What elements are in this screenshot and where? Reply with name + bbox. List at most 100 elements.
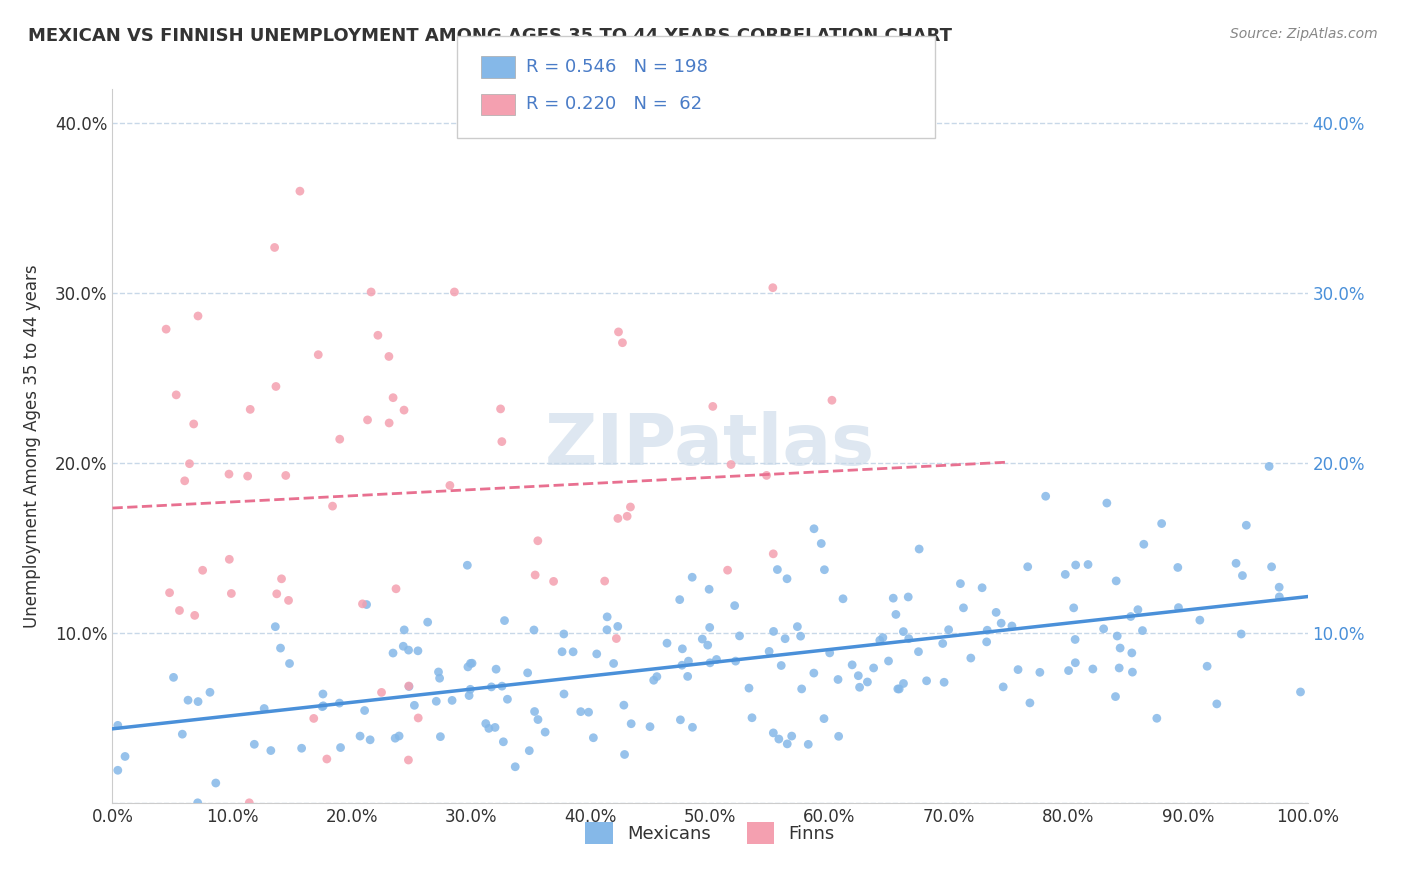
- Point: [827, 673, 849, 687]
- Point: [848, 680, 870, 694]
- Point: [1188, 613, 1211, 627]
- Point: [638, 720, 661, 734]
- Point: [993, 680, 1015, 694]
- Point: [562, 645, 585, 659]
- Point: [543, 574, 565, 589]
- Point: [398, 680, 420, 694]
- Point: [396, 753, 419, 767]
- Point: [697, 582, 720, 597]
- Point: [264, 620, 287, 634]
- Point: [952, 600, 974, 615]
- Point: [1230, 627, 1253, 641]
- Point: [602, 657, 624, 671]
- Point: [818, 646, 841, 660]
- Point: [776, 737, 799, 751]
- Point: [218, 552, 240, 566]
- Point: [439, 478, 461, 492]
- Point: [236, 469, 259, 483]
- Point: [1132, 624, 1154, 638]
- Point: [607, 325, 630, 339]
- Point: [356, 413, 378, 427]
- Point: [315, 752, 337, 766]
- Point: [441, 693, 464, 707]
- Text: R = 0.546   N = 198: R = 0.546 N = 198: [526, 58, 707, 76]
- Point: [329, 740, 352, 755]
- Point: [253, 701, 276, 715]
- Point: [690, 632, 713, 646]
- Point: [1035, 489, 1057, 503]
- Text: ZIPatlas: ZIPatlas: [546, 411, 875, 481]
- Point: [291, 741, 314, 756]
- Point: [461, 657, 484, 671]
- Point: [882, 591, 904, 606]
- Point: [277, 593, 299, 607]
- Point: [821, 393, 844, 408]
- Point: [1121, 665, 1143, 679]
- Point: [762, 547, 785, 561]
- Point: [1063, 600, 1085, 615]
- Point: [288, 184, 311, 198]
- Point: [460, 682, 482, 697]
- Point: [619, 500, 641, 514]
- Point: [311, 699, 333, 714]
- Point: [738, 681, 761, 695]
- Point: [474, 716, 496, 731]
- Point: [768, 732, 790, 747]
- Point: [938, 623, 960, 637]
- Point: [780, 729, 803, 743]
- Point: [491, 434, 513, 449]
- Point: [204, 776, 226, 790]
- Point: [897, 632, 920, 646]
- Point: [884, 607, 907, 622]
- Point: [616, 509, 638, 524]
- Point: [593, 574, 616, 588]
- Point: [1007, 663, 1029, 677]
- Point: [720, 458, 742, 472]
- Point: [931, 636, 953, 650]
- Point: [218, 467, 240, 482]
- Point: [762, 726, 785, 740]
- Point: [169, 603, 191, 617]
- Point: [260, 743, 283, 757]
- Point: [1289, 685, 1312, 699]
- Point: [613, 747, 636, 762]
- Point: [889, 681, 911, 696]
- Point: [427, 665, 450, 679]
- Point: [398, 679, 420, 693]
- Point: [1258, 459, 1281, 474]
- Point: [668, 592, 690, 607]
- Point: [728, 629, 751, 643]
- Point: [908, 542, 931, 557]
- Point: [523, 705, 546, 719]
- Point: [766, 563, 789, 577]
- Point: [681, 570, 703, 584]
- Point: [762, 281, 785, 295]
- Point: [841, 657, 863, 672]
- Point: [643, 673, 665, 688]
- Point: [724, 654, 747, 668]
- Point: [179, 457, 201, 471]
- Point: [524, 568, 547, 582]
- Point: [349, 729, 371, 743]
- Point: [1095, 496, 1118, 510]
- Point: [187, 695, 209, 709]
- Point: [856, 675, 879, 690]
- Point: [696, 638, 718, 652]
- Point: [503, 760, 526, 774]
- Point: [534, 725, 557, 739]
- Point: [481, 680, 503, 694]
- Point: [270, 641, 292, 656]
- Point: [613, 698, 636, 713]
- Point: [872, 631, 894, 645]
- Point: [492, 735, 515, 749]
- Point: [263, 240, 285, 254]
- Point: [359, 732, 381, 747]
- Point: [1146, 711, 1168, 725]
- Point: [932, 675, 955, 690]
- Point: [1197, 659, 1219, 673]
- Point: [172, 727, 194, 741]
- Point: [270, 572, 292, 586]
- Point: [827, 729, 849, 743]
- Point: [915, 673, 938, 688]
- Point: [699, 656, 721, 670]
